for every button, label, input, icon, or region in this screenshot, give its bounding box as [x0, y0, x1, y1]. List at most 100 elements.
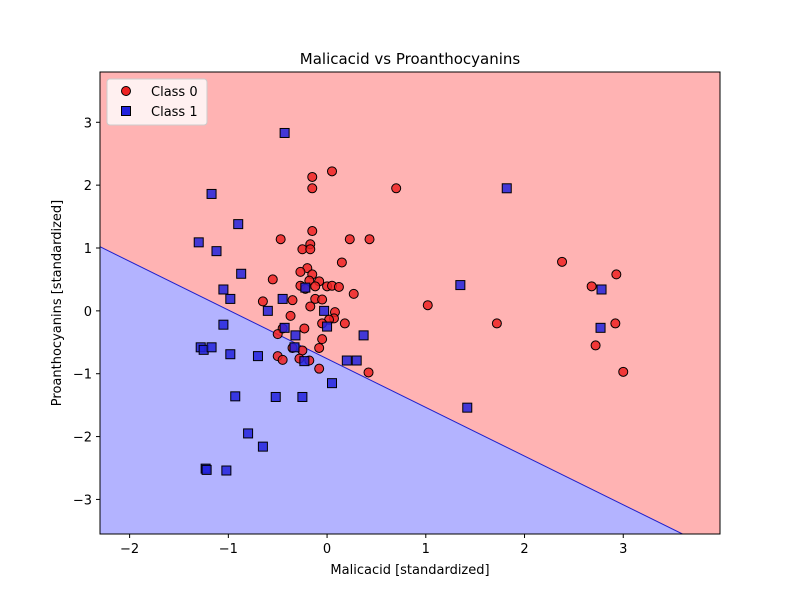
class-0-point	[267, 274, 278, 285]
class-1-point	[595, 322, 606, 333]
legend-label-class-0: Class 0	[151, 85, 198, 100]
y-tick-label: 3	[84, 116, 92, 131]
class-1-point	[225, 293, 236, 304]
class-0-point	[305, 301, 316, 312]
class-0-point	[348, 288, 359, 299]
class-1-point	[327, 378, 338, 389]
legend: Class 0 Class 1	[106, 78, 208, 126]
x-axis-label: Malicacid [standardized]	[330, 563, 489, 578]
legend-box	[106, 78, 208, 126]
chart-title: Malicacid vs Proanthocyanins	[300, 50, 521, 68]
class-1-point	[233, 219, 244, 230]
legend-marker-class-1	[121, 106, 131, 116]
class-0-point	[590, 340, 601, 351]
class-1-point	[221, 465, 232, 476]
class-0-point	[257, 296, 268, 307]
class-0-point	[310, 281, 321, 292]
y-tick-label: 2	[84, 179, 92, 194]
x-tick-label: −1	[219, 542, 238, 557]
class-0-point	[277, 354, 288, 365]
x-tick-label: 2	[520, 542, 528, 557]
class-0-point	[363, 367, 374, 378]
class-1-point	[252, 351, 263, 362]
class-0-point	[299, 323, 310, 334]
plot-frame	[99, 71, 721, 535]
class-1-point	[206, 188, 217, 199]
class-0-point	[275, 234, 286, 245]
class-1-point	[341, 355, 352, 366]
class-0-point	[586, 281, 597, 292]
class-0-point	[307, 183, 318, 194]
class-0-point	[307, 171, 318, 182]
class-0-point	[314, 342, 325, 353]
class-0-point	[295, 266, 306, 277]
data-points	[193, 127, 629, 476]
class-1-point	[211, 246, 222, 257]
class-1-point	[596, 284, 607, 295]
class-1-point	[279, 127, 290, 138]
class-1-point	[243, 428, 254, 439]
class-0-point	[314, 363, 325, 374]
class-0-point	[327, 166, 338, 177]
class-0-point	[317, 294, 328, 305]
plot-area	[100, 72, 720, 534]
x-tick-label: 0	[323, 542, 331, 557]
class-0-point	[305, 244, 316, 255]
class-1-point	[225, 349, 236, 360]
y-tick-label: 1	[84, 242, 92, 257]
class-1-point	[201, 464, 212, 475]
class-0-point	[618, 366, 629, 377]
y-axis-label: Proanthocyanins [standardized]	[50, 200, 65, 406]
class-0-point	[317, 334, 328, 345]
class-0-point	[307, 226, 318, 237]
class-0-point	[391, 183, 402, 194]
class-0-point	[339, 318, 350, 329]
y-tick-label: −1	[73, 368, 92, 383]
class-1-point	[300, 282, 311, 293]
class-1-point	[455, 280, 466, 291]
class-0-point	[344, 234, 355, 245]
class-0-point	[611, 269, 622, 280]
class-1-point	[236, 268, 247, 279]
class-0-point	[336, 257, 347, 268]
y-tick-label: −3	[73, 493, 92, 508]
class-1-point	[277, 293, 288, 304]
class-0-point	[285, 310, 296, 321]
y-tick-label: 0	[84, 305, 92, 320]
class-1-point	[270, 391, 281, 402]
class-1-point	[279, 322, 290, 333]
class-1-point	[358, 330, 369, 341]
class-1-point	[230, 391, 241, 402]
class-1-point	[322, 321, 333, 332]
class-0-point	[422, 300, 433, 311]
class-1-point	[257, 441, 268, 452]
class-1-point	[351, 355, 362, 366]
x-axis-ticks: −2 −1 0 1 2 3	[120, 534, 627, 557]
class-1-point	[501, 183, 512, 194]
class-1-point	[193, 237, 204, 248]
class-0-point	[491, 318, 502, 329]
class-1-point	[289, 342, 300, 353]
class-1-point	[290, 330, 301, 341]
class-1-point	[206, 342, 217, 353]
x-tick-label: 3	[619, 542, 627, 557]
legend-marker-class-0	[121, 86, 131, 96]
y-axis-ticks: −3 −2 −1 0 1 2 3	[73, 116, 100, 508]
class-1-point	[262, 305, 273, 316]
class-0-point	[287, 295, 298, 306]
class-1-point	[218, 284, 229, 295]
x-tick-label: −2	[120, 542, 139, 557]
class-1-point	[462, 402, 473, 413]
class-1-point	[218, 319, 229, 330]
decision-boundary	[100, 246, 683, 534]
class-1-point	[297, 391, 308, 402]
class-1-point	[319, 305, 330, 316]
class-0-point	[333, 281, 344, 292]
class-0-point	[557, 256, 568, 267]
y-tick-label: −2	[73, 431, 92, 446]
legend-label-class-1: Class 1	[151, 105, 198, 120]
class-0-point	[364, 234, 375, 245]
class-0-point	[610, 318, 621, 329]
